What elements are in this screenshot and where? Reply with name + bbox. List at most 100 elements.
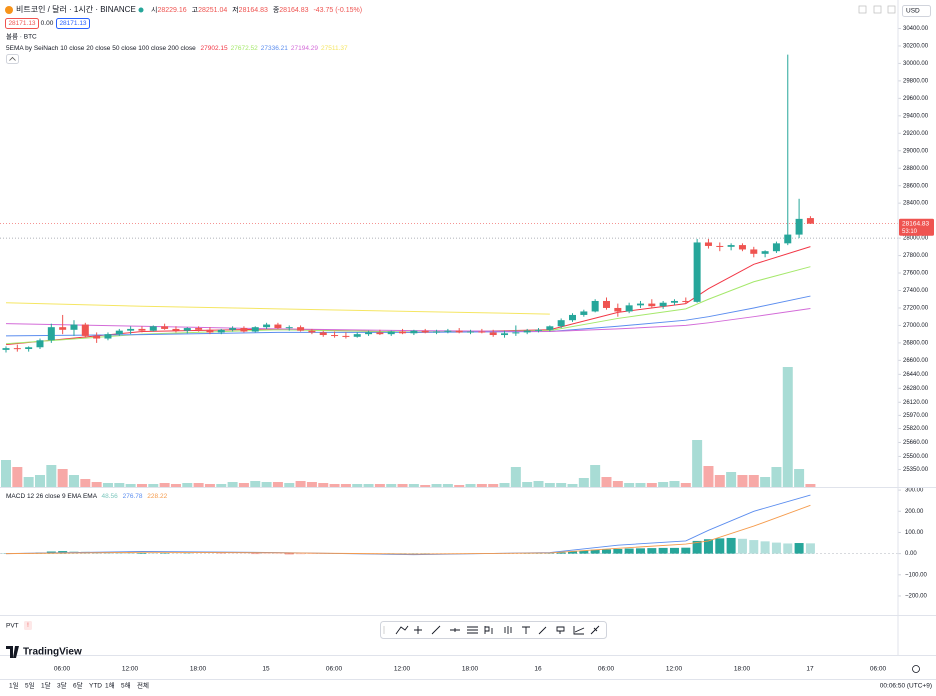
- candle-body: [138, 328, 146, 331]
- sell-price: 28171.13: [8, 20, 35, 27]
- macd-legend: MACD 12 26 close 9 EMA EMA 48.56 276.78 …: [6, 493, 168, 500]
- ohlc-label: 시: [151, 6, 157, 14]
- macd-histogram-bar: [794, 543, 804, 554]
- macd-histogram-bar: [284, 553, 294, 555]
- y-tick-label: 0.00: [905, 551, 917, 557]
- candle-body: [738, 245, 746, 250]
- x-tick-label: 16: [534, 666, 542, 673]
- range-button[interactable]: 1달: [41, 682, 51, 690]
- candle-body: [81, 324, 89, 336]
- candle-body: [478, 331, 486, 333]
- x-tick-label: 15: [262, 666, 270, 673]
- currency-button[interactable]: [902, 5, 931, 17]
- candle-body: [297, 327, 305, 331]
- volume-bar: [193, 483, 204, 487]
- tool-line[interactable]: [431, 625, 441, 635]
- volume-bar: [488, 484, 499, 487]
- candle-body: [636, 303, 644, 306]
- tool-measure[interactable]: [556, 626, 565, 634]
- y-tick-label: 26800.00: [903, 340, 929, 346]
- volume-bar: [624, 483, 635, 487]
- candle-body: [217, 329, 225, 333]
- candle-body: [489, 332, 497, 336]
- market-status: [138, 7, 144, 13]
- candle-body: [183, 328, 191, 331]
- range-button[interactable]: 1해: [105, 681, 115, 690]
- window-icon[interactable]: [887, 5, 896, 14]
- tool-pattern[interactable]: [484, 626, 493, 634]
- collapse-legend[interactable]: [6, 54, 19, 64]
- window-icon[interactable]: [858, 5, 867, 14]
- y-tick-label: 27400.00: [903, 288, 929, 294]
- tool-trend[interactable]: [395, 625, 409, 635]
- volume-bar: [318, 483, 329, 487]
- volume-bar: [80, 479, 91, 487]
- tool-fib[interactable]: [467, 626, 478, 634]
- candle-body: [784, 234, 792, 244]
- volume-bar: [420, 485, 431, 487]
- y-tick-label: 27800.00: [903, 253, 929, 259]
- pvt-warning[interactable]: [24, 621, 32, 630]
- candle-body: [455, 330, 463, 333]
- volume-bar: [170, 484, 181, 487]
- x-tick-label: 06:00: [870, 666, 887, 673]
- volume-bar: [23, 477, 34, 487]
- tool-text[interactable]: [522, 626, 530, 634]
- range-button[interactable]: 6달: [73, 682, 83, 690]
- volume-bar: [431, 484, 442, 487]
- collapse-icon: [9, 56, 16, 61]
- tool-chart[interactable]: [573, 626, 585, 635]
- candle-body: [523, 330, 531, 333]
- tool-brush[interactable]: [538, 626, 547, 635]
- candle-body: [772, 243, 780, 252]
- range-button[interactable]: 1일: [9, 681, 19, 690]
- volume-bar: [442, 484, 453, 487]
- buy-button[interactable]: [56, 18, 90, 29]
- candle-body: [308, 330, 316, 333]
- volume-bar: [397, 484, 408, 487]
- volume-bar: [159, 483, 170, 487]
- y-tick-label: 30000.00: [903, 61, 929, 67]
- toolbar-icons: [383, 625, 600, 635]
- tool-cross[interactable]: [414, 626, 422, 634]
- range-button[interactable]: 5일: [25, 681, 35, 690]
- range-button[interactable]: 3달: [57, 682, 67, 690]
- range-button[interactable]: 전체: [137, 681, 149, 690]
- y-tick-label: 28800.00: [903, 166, 929, 172]
- ema-value: 27511.37: [321, 45, 348, 52]
- volume-bar: [601, 477, 612, 487]
- candle-body: [659, 302, 667, 307]
- price-tag: [899, 218, 934, 236]
- settings-icon[interactable]: [912, 665, 920, 673]
- y-tick-label: 29000.00: [903, 148, 929, 154]
- candle-body: [13, 348, 21, 350]
- volume-bar: [499, 483, 510, 487]
- tool-forecast[interactable]: [504, 626, 512, 634]
- candle-body: [433, 331, 441, 333]
- volume-bar: [363, 484, 374, 487]
- currency: USD: [906, 8, 920, 15]
- y-tick-label: 27000.00: [903, 323, 929, 329]
- volume-bar: [782, 367, 793, 487]
- candle-body: [410, 330, 418, 334]
- macd-histogram-bar: [703, 539, 713, 554]
- ohlc-value: 28251.04: [198, 7, 227, 14]
- tool-hline[interactable]: [450, 628, 460, 632]
- x-tick-label: 12:00: [394, 666, 411, 673]
- volume-bar: [46, 465, 57, 487]
- range-button[interactable]: 5해: [121, 681, 131, 690]
- window-icon[interactable]: [873, 5, 882, 14]
- volume-bar: [703, 466, 714, 487]
- candle-body: [580, 311, 588, 315]
- volume-bar: [726, 472, 737, 487]
- candle-body: [172, 328, 180, 331]
- range-button[interactable]: YTD: [89, 683, 102, 690]
- y-tick-label: 26600.00: [903, 358, 929, 364]
- volume-bar: [1, 460, 11, 487]
- sell-button[interactable]: [5, 18, 39, 29]
- drawing-toolbar: [380, 621, 607, 639]
- tool-eraser[interactable]: [590, 625, 600, 635]
- macd-histogram-bar: [296, 553, 306, 555]
- volume-bar: [544, 483, 555, 487]
- x-tick-label: 17: [806, 666, 814, 673]
